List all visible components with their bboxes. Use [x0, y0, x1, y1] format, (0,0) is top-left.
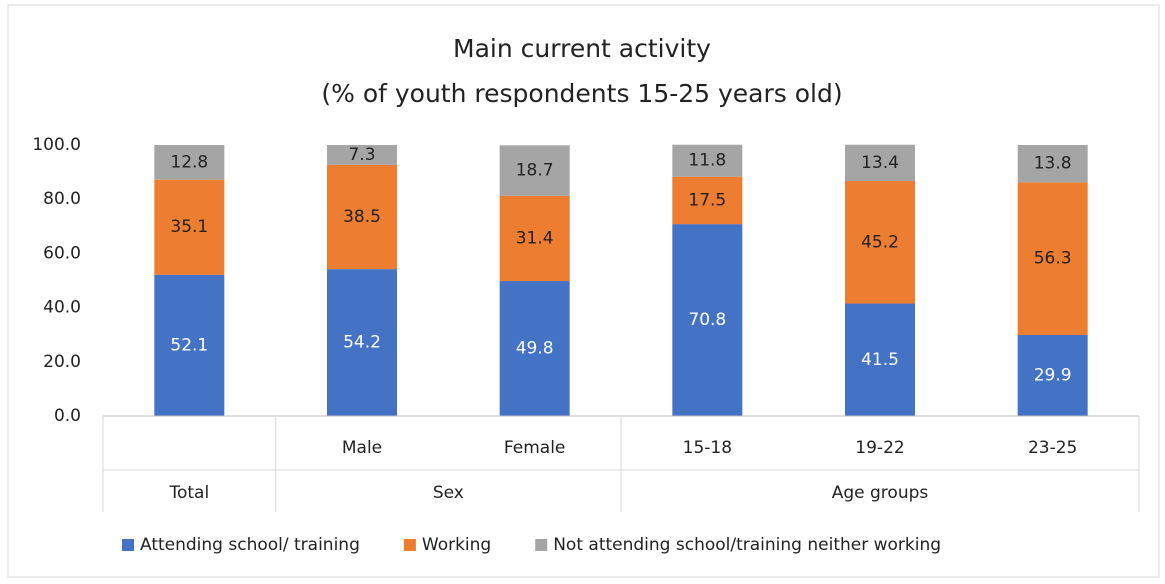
- x-group-label: Age groups: [832, 483, 929, 503]
- legend-label: Not attending school/training neither wo…: [553, 535, 941, 555]
- y-tick-label: 20.0: [43, 352, 81, 372]
- data-label: 13.4: [861, 153, 899, 173]
- bar-segment: [1017, 182, 1088, 335]
- data-label: 41.5: [861, 350, 899, 370]
- data-label: 29.9: [1034, 365, 1072, 385]
- chart-title: Main current activity: [453, 34, 711, 63]
- y-tick-label: 40.0: [43, 298, 81, 318]
- bar-segment: [327, 164, 397, 270]
- bar-segment: [327, 269, 397, 416]
- bar-segment: [499, 281, 570, 416]
- data-label: 35.1: [170, 217, 208, 237]
- data-label: 38.5: [343, 207, 381, 227]
- legend-swatch: [403, 539, 416, 551]
- x-tick-label: Male: [342, 438, 382, 458]
- chart-subtitle: (% of youth respondents 15-25 years old): [321, 79, 842, 108]
- data-label: 7.3: [348, 145, 375, 165]
- y-tick-label: 80.0: [43, 189, 81, 209]
- legend-swatch: [122, 539, 134, 551]
- bar-segment: [154, 179, 225, 275]
- x-group-label: Sex: [433, 483, 464, 503]
- y-tick-label: 100.0: [32, 135, 81, 155]
- data-label: 17.5: [688, 190, 726, 210]
- bar-segment: [154, 145, 225, 180]
- bar-segment: [845, 181, 915, 304]
- legend-swatch: [535, 539, 548, 551]
- bar-segment: [845, 303, 915, 416]
- data-label: 52.1: [170, 335, 208, 355]
- bar-segment: [327, 145, 397, 165]
- x-tick-label: 23-25: [1028, 438, 1077, 458]
- data-label: 11.8: [688, 151, 726, 171]
- bar-segment: [1017, 334, 1088, 416]
- bar-segment: [499, 145, 570, 196]
- data-label: 54.2: [343, 333, 381, 353]
- data-label: 18.7: [516, 161, 554, 181]
- y-tick-label: 0.0: [54, 406, 81, 426]
- x-tick-label: 15-18: [683, 438, 732, 458]
- legend-label: Attending school/ training: [140, 535, 360, 555]
- bar-segment: [154, 274, 225, 416]
- data-label: 31.4: [516, 228, 554, 248]
- data-label: 13.8: [1034, 154, 1072, 174]
- data-label: 49.8: [516, 339, 554, 359]
- bar-segment: [1017, 145, 1088, 183]
- data-label: 70.8: [688, 310, 726, 330]
- x-tick-label: Female: [504, 438, 565, 458]
- bar-segment: [845, 144, 915, 182]
- y-tick-label: 60.0: [43, 243, 81, 263]
- data-label: 45.2: [861, 232, 899, 252]
- legend-label: Working: [422, 535, 491, 555]
- bar-segment: [499, 195, 570, 282]
- bar-segment: [672, 224, 743, 416]
- bar-segment: [672, 144, 743, 177]
- data-label: 12.8: [170, 152, 208, 172]
- data-label: 56.3: [1034, 249, 1072, 269]
- bar-segment: [672, 176, 743, 225]
- x-group-label: Total: [168, 483, 209, 503]
- x-tick-label: 19-22: [855, 438, 904, 458]
